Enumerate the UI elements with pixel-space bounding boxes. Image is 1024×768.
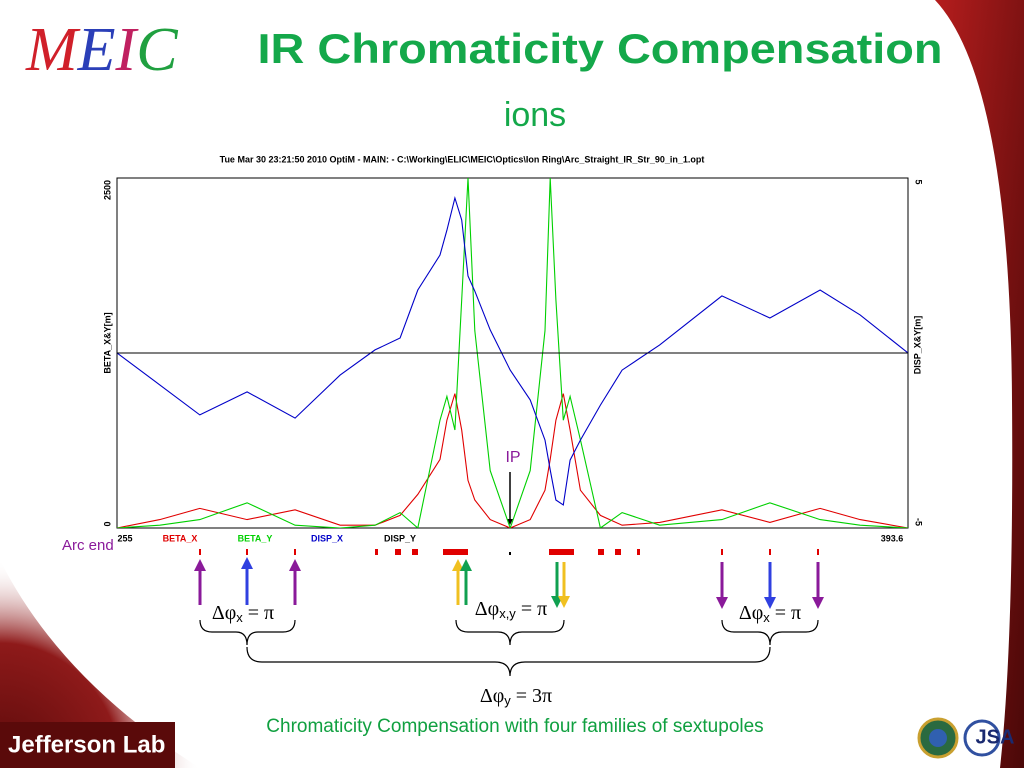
logo-letter: E: [77, 16, 116, 84]
y-axis-label: BETA_X&Y[m]: [102, 312, 112, 373]
phase-label: Δφx = π: [212, 602, 274, 626]
y2-tick-label: -5: [914, 518, 924, 526]
x-tick-label: 393.6: [881, 533, 904, 543]
slide-subtitle: ions: [504, 96, 566, 134]
phase-labels: Δφx = π Δφx,y = π Δφx = π Δφy = 3π: [212, 598, 801, 709]
seal-center: [929, 729, 947, 747]
plot-area: [117, 178, 908, 528]
arc-end-label: Arc end: [62, 537, 114, 554]
braces: [199, 619, 819, 677]
y-tick-label: 2500: [102, 180, 112, 200]
legend-entry: BETA_Y: [238, 533, 273, 543]
phase-symbol: Δφ: [212, 602, 236, 624]
logo-letter: M: [25, 16, 81, 84]
series-line: [117, 178, 908, 528]
footer-left: Jefferson Lab: [8, 731, 165, 758]
footer-right: JSA: [976, 726, 1015, 748]
legend-entry: BETA_X: [163, 533, 198, 543]
slide-title: IR Chromaticity Compensation: [258, 25, 943, 72]
ip-label: IP: [505, 449, 520, 466]
y2-axis-label: DISP_X&Y[m]: [912, 316, 922, 375]
swoosh: [935, 0, 1024, 768]
logo: MEIC: [25, 16, 178, 84]
logo-letter: I: [115, 16, 140, 84]
legend-entry: DISP_X: [311, 533, 343, 543]
phase-eq: = 3π: [511, 685, 552, 707]
footer-band: [0, 722, 175, 768]
phase-sub: x,y: [499, 606, 516, 621]
phase-label: Δφx = π: [739, 602, 801, 626]
chart: Tue Mar 30 23:21:50 2010 OptiM - MAIN: -…: [102, 154, 923, 543]
caption: Chromaticity Compensation with four fami…: [266, 716, 763, 737]
phase-label: Δφy = 3π: [480, 685, 552, 709]
phase-sub: y: [504, 693, 511, 708]
phase-eq: = π: [516, 598, 547, 620]
series-line: [117, 195, 908, 506]
logo-letter: C: [136, 16, 178, 84]
phase-label: Δφx,y = π: [475, 598, 547, 622]
phase-eq: = π: [770, 602, 801, 624]
phase-symbol: Δφ: [475, 598, 499, 620]
phase-sub: x: [236, 610, 243, 625]
phase-sub: x: [763, 610, 770, 625]
legend-entry: DISP_Y: [384, 533, 416, 543]
y2-tick-label: 5: [914, 179, 924, 184]
x-tick-label: 255: [117, 533, 132, 543]
chart-title: Tue Mar 30 23:21:50 2010 OptiM - MAIN: -…: [220, 154, 705, 164]
corner-shade: [0, 560, 200, 768]
phase-symbol: Δφ: [480, 685, 504, 707]
y-tick-label: 0: [102, 521, 112, 526]
phase-arrows: [194, 557, 824, 609]
phase-eq: = π: [243, 602, 274, 624]
sextupole-markers: [199, 549, 819, 555]
jsa-ring: [963, 719, 1001, 757]
phase-symbol: Δφ: [739, 602, 763, 624]
